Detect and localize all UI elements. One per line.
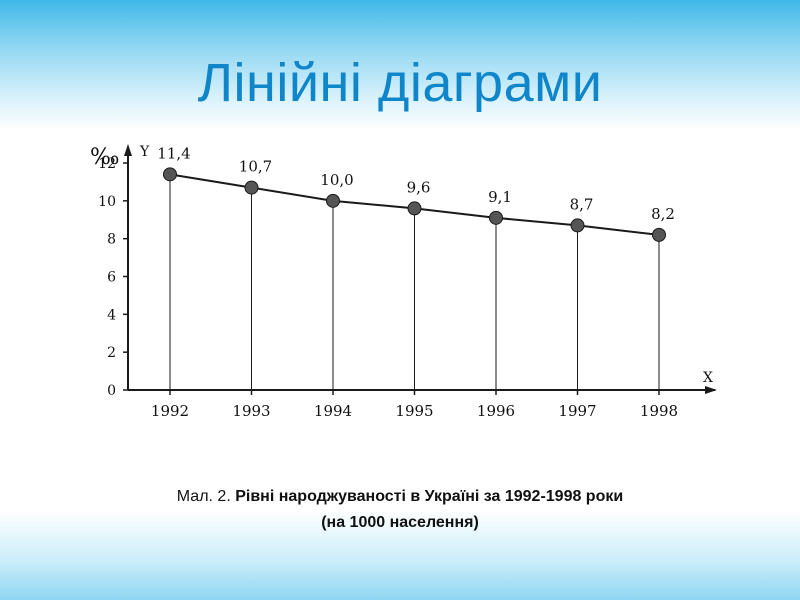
line-chart: Y ‰ X 0 2 4 6 8 10 12 1992 1993 1994 1995 1996 1997 1998… — [60, 128, 740, 458]
caption-prefix: Мал. 2. — [176, 488, 236, 505]
data-point — [652, 227, 666, 242]
x-tick-label: 1993 — [232, 402, 270, 420]
y-tick-label: 0 — [107, 383, 116, 399]
data-label: 9,1 — [488, 188, 512, 206]
header-gradient-band — [0, 0, 800, 130]
caption-line-1: Рівні народжуваності в Україні за 1992-1… — [235, 488, 624, 505]
y-tick-label: 4 — [107, 307, 116, 323]
data-point — [163, 167, 177, 182]
y-tick-label: 12 — [98, 156, 116, 172]
x-axis-arrow — [705, 386, 717, 394]
data-label: 8,2 — [651, 205, 675, 223]
data-label: 10,0 — [320, 171, 353, 189]
x-tick-label: 1997 — [558, 402, 596, 420]
x-axis-label: X — [703, 370, 713, 386]
data-point — [489, 210, 503, 225]
slide-title: Лінійні діаграми — [197, 53, 603, 113]
data-label: 10,7 — [239, 158, 272, 176]
x-tick-label: 1995 — [395, 402, 433, 420]
y-tick-label: 2 — [107, 345, 116, 361]
data-label: 9,6 — [407, 178, 431, 196]
y-tick-label: 10 — [98, 194, 116, 210]
data-point — [407, 201, 422, 216]
footer-gradient-band — [0, 510, 800, 600]
x-tick-label: 1998 — [640, 402, 678, 420]
data-label: 11,4 — [157, 144, 190, 162]
y-axis-label: Y — [139, 144, 150, 160]
figure-caption: Мал. 2. Рівні народжуваності в Україні з… — [70, 484, 730, 536]
y-axis-arrow — [124, 144, 132, 156]
caption-line-2: (на 1000 населення) — [321, 514, 479, 531]
x-tick-label: 1992 — [151, 402, 189, 420]
data-point — [570, 218, 585, 233]
chart-svg: Y ‰ X 0 2 4 6 8 10 12 1992 1993 1994 1995 1996 1997 1998… — [90, 144, 717, 420]
y-tick-label: 6 — [107, 270, 116, 286]
x-tick-label: 1996 — [477, 402, 515, 420]
data-point — [244, 180, 259, 195]
y-unit-label: ‰ — [90, 145, 120, 170]
data-point — [326, 193, 340, 208]
data-label: 8,7 — [570, 195, 594, 213]
y-tick-label: 8 — [107, 232, 116, 248]
x-tick-label: 1994 — [314, 402, 352, 420]
